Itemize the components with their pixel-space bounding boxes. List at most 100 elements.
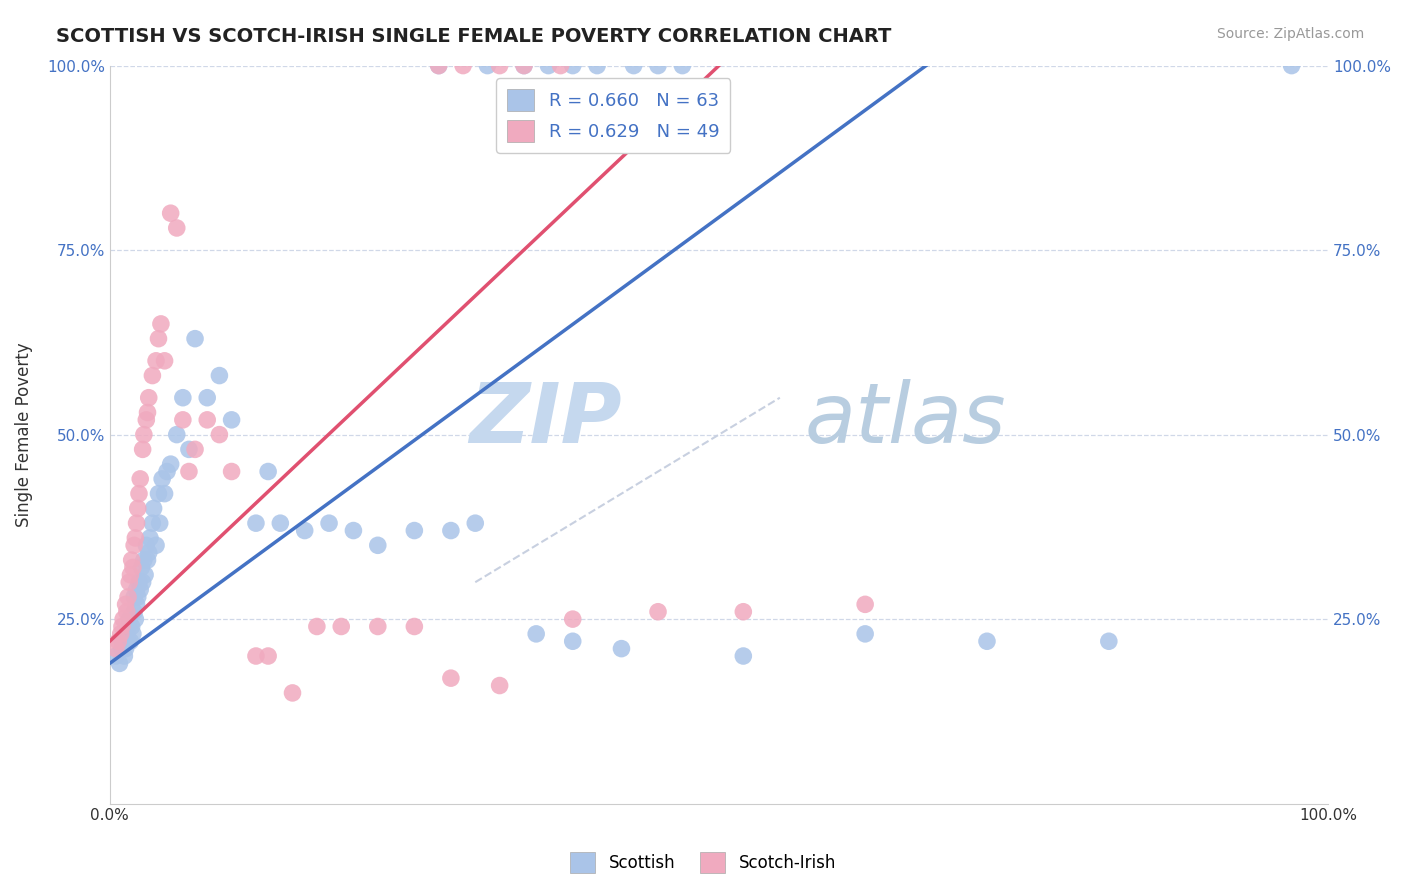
Y-axis label: Single Female Poverty: Single Female Poverty	[15, 343, 32, 527]
Point	[141, 368, 163, 383]
Point	[550, 59, 572, 73]
Point	[257, 465, 280, 479]
Point	[141, 516, 163, 531]
Point	[131, 560, 153, 574]
Point	[281, 686, 304, 700]
Point	[159, 206, 181, 220]
Point	[122, 627, 145, 641]
Point	[513, 59, 536, 73]
Point	[149, 516, 172, 531]
Point	[132, 427, 155, 442]
Text: SCOTTISH VS SCOTCH-IRISH SINGLE FEMALE POVERTY CORRELATION CHART: SCOTTISH VS SCOTCH-IRISH SINGLE FEMALE P…	[56, 27, 891, 45]
Point	[342, 524, 364, 538]
Point	[124, 612, 146, 626]
Point	[156, 465, 179, 479]
Point	[172, 391, 194, 405]
Point	[114, 641, 136, 656]
Point	[112, 612, 135, 626]
Point	[117, 590, 139, 604]
Point	[561, 612, 583, 626]
Point	[853, 598, 876, 612]
Point	[129, 472, 152, 486]
Point	[150, 472, 173, 486]
Point	[111, 641, 134, 656]
Point	[115, 627, 138, 641]
Point	[733, 605, 755, 619]
Point	[853, 627, 876, 641]
Text: Source: ZipAtlas.com: Source: ZipAtlas.com	[1216, 27, 1364, 41]
Point	[107, 634, 129, 648]
Point	[104, 641, 127, 656]
Point	[647, 59, 669, 73]
Point	[367, 538, 389, 552]
Point	[125, 598, 148, 612]
Point	[114, 598, 136, 612]
Point	[136, 553, 159, 567]
Point	[120, 634, 142, 648]
Point	[464, 516, 486, 531]
Point	[128, 575, 150, 590]
Point	[122, 538, 145, 552]
Point	[537, 59, 560, 73]
Legend: R = 0.660   N = 63, R = 0.629   N = 49: R = 0.660 N = 63, R = 0.629 N = 49	[496, 78, 730, 153]
Point	[118, 612, 141, 626]
Point	[367, 619, 389, 633]
Point	[135, 538, 157, 552]
Point	[104, 648, 127, 663]
Point	[111, 634, 134, 648]
Point	[153, 353, 176, 368]
Point	[134, 567, 156, 582]
Point	[305, 619, 328, 633]
Point	[127, 501, 149, 516]
Point	[138, 391, 160, 405]
Point	[208, 427, 231, 442]
Point	[195, 413, 218, 427]
Point	[172, 413, 194, 427]
Point	[477, 59, 499, 73]
Point	[117, 619, 139, 633]
Point	[148, 332, 170, 346]
Point	[184, 332, 207, 346]
Point	[117, 634, 139, 648]
Point	[184, 442, 207, 457]
Point	[976, 634, 998, 648]
Point	[177, 465, 200, 479]
Point	[159, 457, 181, 471]
Point	[132, 553, 155, 567]
Point	[195, 391, 218, 405]
Point	[257, 648, 280, 663]
Point	[524, 627, 547, 641]
Point	[440, 524, 463, 538]
Point	[122, 590, 145, 604]
Point	[404, 524, 426, 538]
Point	[127, 590, 149, 604]
Point	[166, 221, 188, 235]
Point	[451, 59, 474, 73]
Point	[110, 627, 132, 641]
Point	[112, 648, 135, 663]
Point	[221, 413, 243, 427]
Point	[121, 619, 143, 633]
Point	[269, 516, 291, 531]
Point	[647, 605, 669, 619]
Point	[561, 634, 583, 648]
Point	[245, 648, 267, 663]
Point	[488, 679, 510, 693]
Point	[142, 501, 165, 516]
Point	[733, 648, 755, 663]
Point	[121, 553, 143, 567]
Point	[148, 486, 170, 500]
Point	[136, 405, 159, 419]
Point	[149, 317, 172, 331]
Point	[671, 59, 693, 73]
Point	[122, 560, 145, 574]
Point	[125, 582, 148, 597]
Point	[131, 575, 153, 590]
Point	[166, 427, 188, 442]
Point	[330, 619, 353, 633]
Point	[115, 605, 138, 619]
Point	[145, 538, 167, 552]
Point	[623, 59, 645, 73]
Point	[131, 442, 153, 457]
Point	[561, 59, 583, 73]
